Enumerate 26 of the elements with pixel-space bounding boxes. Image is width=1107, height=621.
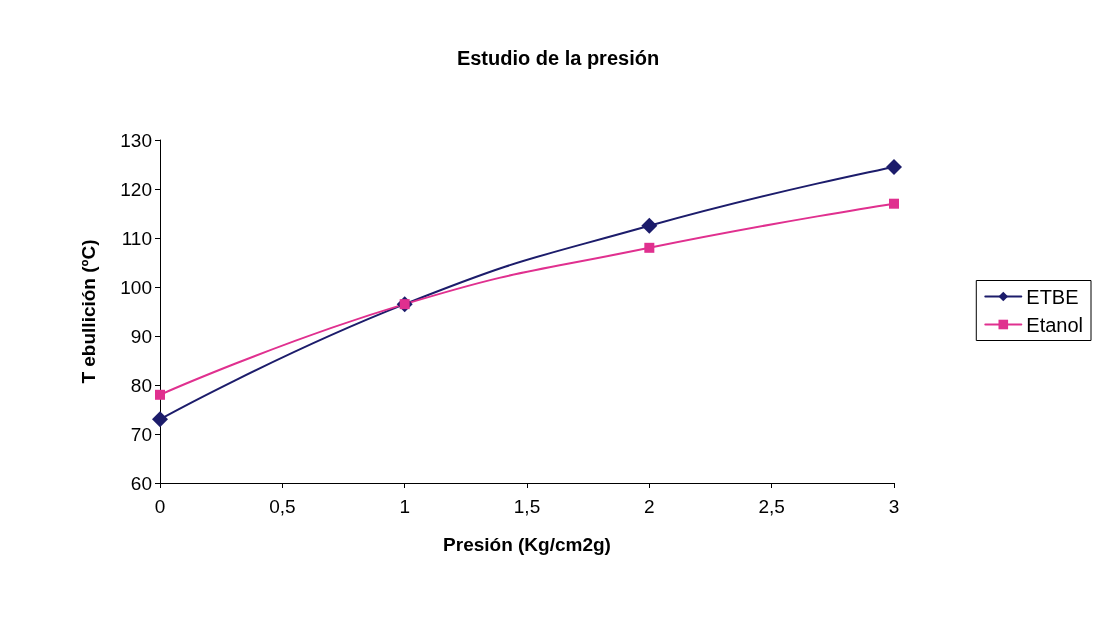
x-tick-label: 1,5: [513, 496, 541, 517]
x-tick-label: 2,5: [758, 496, 785, 517]
chart-title: Estudio de la presión: [456, 47, 660, 69]
point: [152, 411, 168, 428]
point: [889, 198, 899, 209]
y-tick-label: 100: [120, 276, 152, 298]
y-tick-label: 60: [130, 472, 152, 494]
x-tick-label: 3: [888, 496, 900, 517]
y-tick-label: 130: [120, 129, 152, 151]
x-tick-label: 2: [644, 496, 655, 517]
y-axis-title: T ebullición (ºC): [78, 239, 99, 384]
y-tick-label: 90: [130, 325, 152, 347]
legend-label: ETBE: [1026, 285, 1079, 308]
y-tick-label: 120: [120, 178, 152, 200]
x-tick-label: 0: [154, 496, 166, 517]
point: [886, 158, 902, 175]
y-tick-label: 70: [130, 423, 152, 445]
point: [155, 389, 165, 400]
point: [641, 217, 658, 234]
x-tick-label: 0,5: [269, 496, 296, 517]
point: [644, 242, 655, 253]
x-tick-label: 1: [399, 496, 410, 517]
legend-label: Etanol: [1026, 313, 1084, 336]
x-axis-title: Presión (Kg/cm2g): [443, 534, 611, 555]
y-tick-label: 80: [130, 374, 152, 396]
y-tick-label: 110: [121, 227, 152, 249]
